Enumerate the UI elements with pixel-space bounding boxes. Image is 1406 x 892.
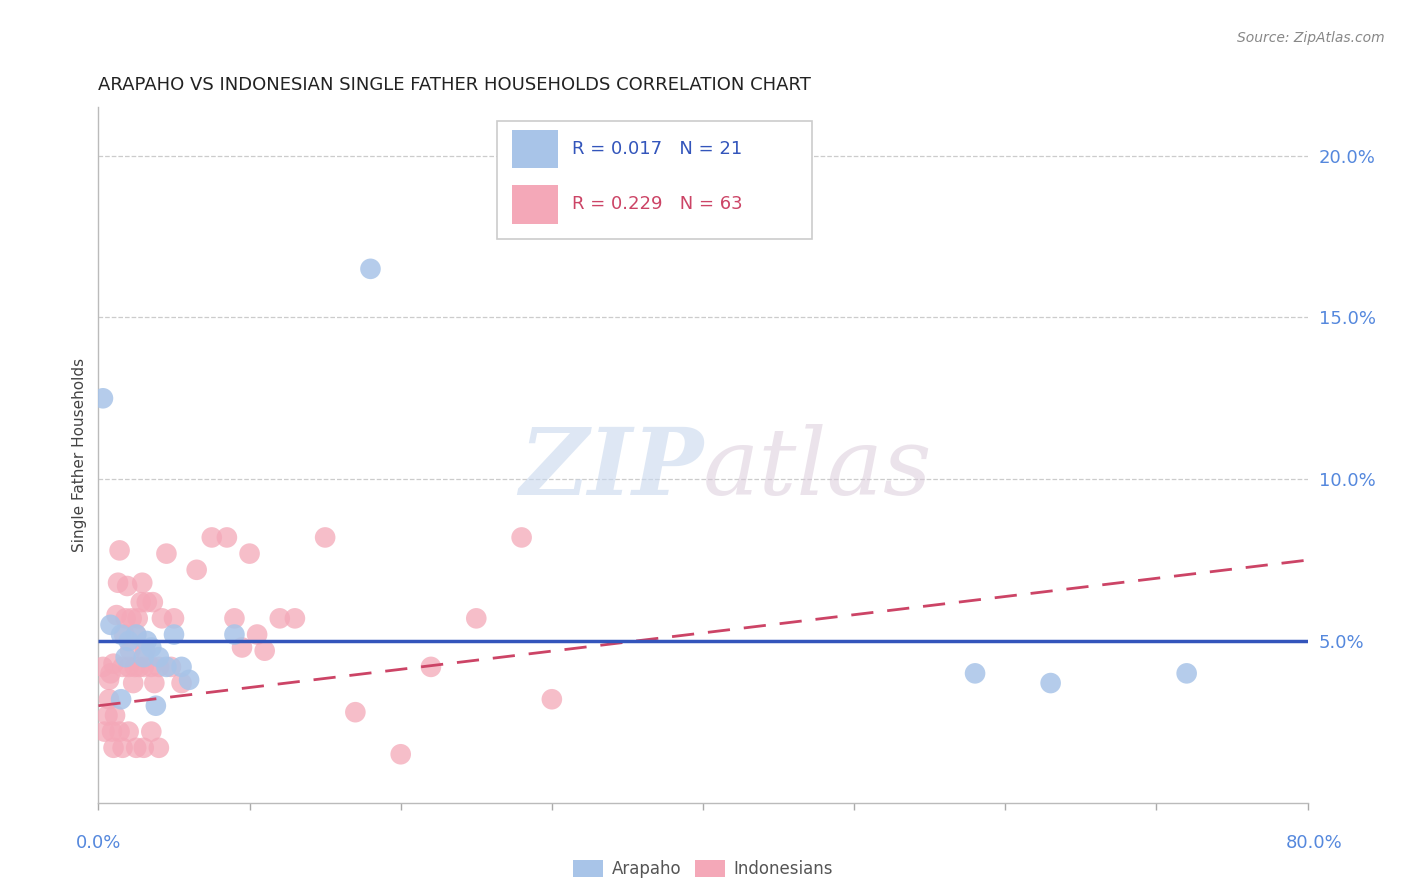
Point <box>110 627 132 641</box>
Point <box>142 595 165 609</box>
Point <box>253 643 276 657</box>
Text: 0.0%: 0.0% <box>76 834 121 852</box>
Point <box>132 740 155 755</box>
Point <box>132 650 155 665</box>
Point <box>135 595 157 609</box>
Point <box>98 673 121 687</box>
Text: ZIP: ZIP <box>519 424 703 514</box>
FancyBboxPatch shape <box>512 129 558 168</box>
Point <box>145 698 167 713</box>
FancyBboxPatch shape <box>512 186 558 224</box>
Point <box>1175 666 1198 681</box>
Point <box>284 611 307 625</box>
Point <box>239 547 262 561</box>
Point <box>125 627 148 641</box>
Point <box>98 692 121 706</box>
Point <box>122 676 145 690</box>
Point <box>155 547 177 561</box>
Point <box>224 611 246 625</box>
Point <box>118 634 141 648</box>
Point <box>111 660 134 674</box>
Point <box>201 531 224 545</box>
Point <box>143 676 166 690</box>
Point <box>93 724 115 739</box>
Point <box>148 650 170 665</box>
Y-axis label: Single Father Households: Single Father Households <box>72 358 87 552</box>
Point <box>127 611 149 625</box>
Point <box>100 617 122 632</box>
Point <box>107 575 129 590</box>
Point <box>125 740 148 755</box>
Point <box>111 740 134 755</box>
Point <box>215 531 238 545</box>
Text: ARAPAHO VS INDONESIAN SINGLE FATHER HOUSEHOLDS CORRELATION CHART: ARAPAHO VS INDONESIAN SINGLE FATHER HOUS… <box>98 77 811 95</box>
Point <box>108 724 131 739</box>
Point <box>540 692 562 706</box>
Point <box>108 543 131 558</box>
Point <box>155 660 177 674</box>
Point <box>125 627 148 641</box>
Text: R = 0.017   N = 21: R = 0.017 N = 21 <box>572 140 742 158</box>
Legend: Arapaho, Indonesians: Arapaho, Indonesians <box>567 854 839 885</box>
Text: atlas: atlas <box>703 424 932 514</box>
Point <box>344 705 367 719</box>
Point <box>103 657 125 671</box>
Point <box>163 627 186 641</box>
Point <box>101 724 124 739</box>
Point <box>104 708 127 723</box>
Point <box>124 660 146 674</box>
Point <box>96 708 118 723</box>
Point <box>160 660 183 674</box>
Point <box>170 660 193 674</box>
Point <box>224 627 246 641</box>
Point <box>419 660 441 674</box>
Point <box>114 611 136 625</box>
Point <box>91 660 114 674</box>
Point <box>141 660 163 674</box>
Point <box>115 579 138 593</box>
Point <box>246 627 269 641</box>
Point <box>91 392 114 406</box>
Point <box>141 640 163 655</box>
Point <box>118 724 141 739</box>
Point <box>100 666 122 681</box>
Point <box>121 611 143 625</box>
Point <box>510 531 533 545</box>
Point <box>360 261 382 276</box>
Point <box>114 650 136 665</box>
Point <box>141 724 163 739</box>
Point <box>129 595 152 609</box>
FancyBboxPatch shape <box>498 121 811 239</box>
Point <box>131 575 153 590</box>
Point <box>465 611 488 625</box>
Point <box>134 643 156 657</box>
Point <box>132 660 155 674</box>
Point <box>269 611 291 625</box>
Point <box>1039 676 1062 690</box>
Text: R = 0.229   N = 63: R = 0.229 N = 63 <box>572 195 742 213</box>
Point <box>103 740 125 755</box>
Point <box>150 611 173 625</box>
Point <box>148 740 170 755</box>
Point <box>112 627 135 641</box>
Text: Source: ZipAtlas.com: Source: ZipAtlas.com <box>1237 31 1385 45</box>
Point <box>148 660 170 674</box>
Point <box>170 676 193 690</box>
Point <box>118 660 141 674</box>
Point <box>231 640 253 655</box>
Point <box>128 660 150 674</box>
Point <box>314 531 336 545</box>
Point <box>105 608 128 623</box>
Point <box>177 673 201 687</box>
Point <box>163 611 186 625</box>
Point <box>965 666 987 681</box>
Point <box>120 643 142 657</box>
Point <box>389 747 412 762</box>
Text: 80.0%: 80.0% <box>1286 834 1343 852</box>
Point <box>186 563 208 577</box>
Point <box>135 634 157 648</box>
Point <box>110 692 132 706</box>
